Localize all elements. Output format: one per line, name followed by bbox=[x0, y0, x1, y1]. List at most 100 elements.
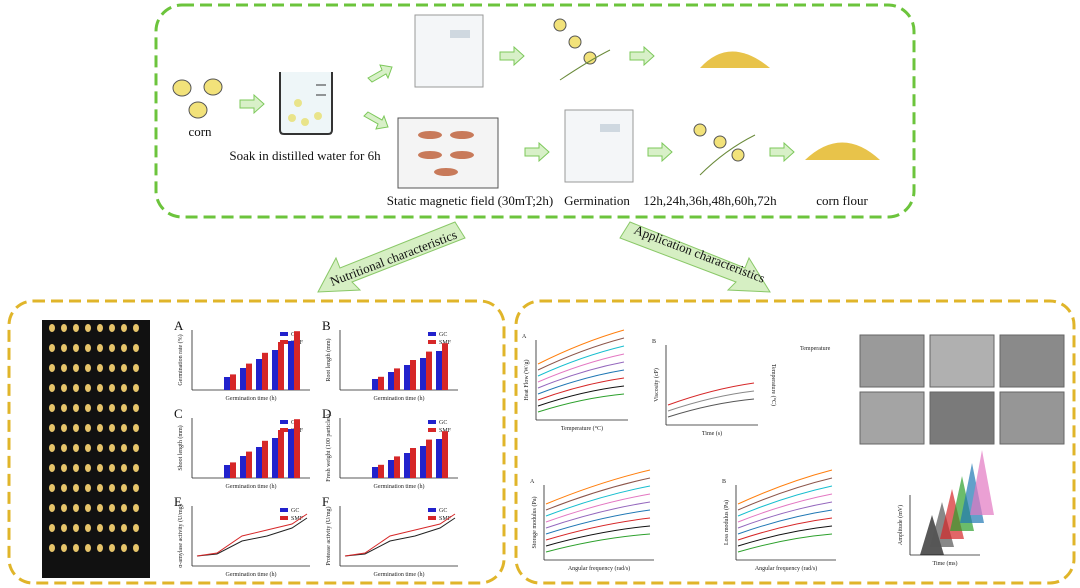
seed bbox=[49, 404, 55, 412]
panel-letter: D bbox=[322, 406, 331, 421]
x-label: Germination time (h) bbox=[226, 395, 277, 402]
seed bbox=[85, 404, 91, 412]
panel-letter: B bbox=[322, 318, 331, 333]
curve-illustration bbox=[667, 398, 755, 418]
flow-arrows bbox=[239, 45, 795, 163]
curve-illustration bbox=[545, 469, 651, 505]
panel-letter: C bbox=[174, 406, 183, 421]
curve-illustration bbox=[737, 517, 833, 541]
seed bbox=[121, 464, 127, 472]
bar-illustration bbox=[388, 372, 394, 390]
seed bbox=[133, 384, 139, 392]
seed bbox=[85, 464, 91, 472]
y-label: α-amylase activity (U/mg) bbox=[177, 504, 184, 567]
label: corn flour bbox=[816, 193, 868, 208]
bar-illustration bbox=[372, 467, 378, 478]
seed bbox=[73, 344, 79, 352]
panel-letter: A bbox=[174, 318, 184, 333]
curve-illustration bbox=[737, 533, 833, 553]
y-label: Shoot length (mm) bbox=[177, 425, 184, 470]
curve-illustration bbox=[537, 393, 625, 413]
seed bbox=[61, 464, 67, 472]
bar-illustration bbox=[442, 431, 448, 478]
arrow-right bbox=[619, 221, 771, 293]
seed bbox=[73, 464, 79, 472]
x-label: Time (s) bbox=[702, 430, 722, 437]
curve-illustration bbox=[545, 533, 651, 553]
bar-illustration bbox=[230, 374, 236, 390]
bar-illustration bbox=[372, 379, 378, 390]
legend-swatch bbox=[280, 516, 288, 520]
seed bbox=[133, 504, 139, 512]
x-label: Germination time (h) bbox=[226, 571, 277, 578]
seed bbox=[61, 324, 67, 332]
seed bbox=[73, 444, 79, 452]
seed bbox=[121, 504, 127, 512]
seed bbox=[97, 544, 103, 552]
curve-illustration bbox=[737, 501, 833, 529]
bar-illustration bbox=[404, 365, 410, 390]
legend-swatch bbox=[428, 516, 436, 520]
bar-illustration bbox=[442, 343, 448, 390]
seed bbox=[97, 364, 103, 372]
line-illustration bbox=[344, 513, 456, 557]
bar-illustration bbox=[288, 341, 294, 390]
seed bbox=[133, 364, 139, 372]
seed bbox=[61, 444, 67, 452]
bar-illustration bbox=[420, 446, 426, 478]
seed bbox=[121, 364, 127, 372]
seed bbox=[49, 324, 55, 332]
seed bbox=[121, 424, 127, 432]
bar-illustration bbox=[294, 331, 300, 390]
legend-swatch bbox=[428, 420, 436, 424]
seed bbox=[109, 404, 115, 412]
right-box bbox=[514, 299, 1076, 585]
seed bbox=[49, 344, 55, 352]
seed bbox=[85, 504, 91, 512]
seed bbox=[61, 364, 67, 372]
legend-swatch bbox=[280, 508, 288, 512]
line-illustration bbox=[344, 517, 456, 557]
y-label: Heat Flow (W/g) bbox=[523, 360, 530, 401]
legend-swatch bbox=[428, 332, 436, 336]
seed bbox=[73, 524, 79, 532]
seed bbox=[61, 504, 67, 512]
curve-illustration bbox=[537, 345, 625, 377]
arrow-label: Nutritional characteristics bbox=[328, 227, 459, 289]
incubator bbox=[564, 109, 634, 183]
seed bbox=[85, 524, 91, 532]
curve-illustration bbox=[537, 353, 625, 383]
bar-illustration bbox=[436, 351, 442, 390]
legend-label: Temperature bbox=[800, 346, 831, 352]
seed bbox=[109, 364, 115, 372]
seed bbox=[73, 484, 79, 492]
legend-label: SMF bbox=[439, 340, 452, 346]
legend-label: GC bbox=[439, 420, 447, 426]
seed bbox=[133, 464, 139, 472]
bar-illustration bbox=[288, 429, 294, 478]
curve-illustration bbox=[537, 377, 625, 401]
legend-swatch bbox=[280, 332, 288, 336]
seed bbox=[109, 544, 115, 552]
magnetic-chamber bbox=[397, 117, 499, 189]
curve-illustration bbox=[537, 369, 625, 395]
arrow-label: Application characteristics bbox=[632, 222, 767, 286]
bar-illustration bbox=[404, 453, 410, 478]
seed bbox=[61, 344, 67, 352]
y-label: Root length (mm) bbox=[325, 339, 332, 382]
curve-illustration bbox=[545, 501, 651, 529]
curve-illustration bbox=[545, 485, 651, 517]
seed bbox=[121, 384, 127, 392]
curve-illustration bbox=[737, 525, 833, 547]
curve-illustration bbox=[545, 525, 651, 547]
seed bbox=[109, 344, 115, 352]
seed bbox=[61, 484, 67, 492]
seed bbox=[97, 504, 103, 512]
label: Germination bbox=[564, 193, 630, 208]
bar-illustration bbox=[256, 447, 262, 478]
y-label: Storage modulus (Pa) bbox=[531, 497, 538, 549]
seed bbox=[73, 424, 79, 432]
bar-illustration bbox=[410, 448, 416, 478]
flour-pile bbox=[805, 142, 880, 160]
left-box bbox=[7, 299, 506, 585]
